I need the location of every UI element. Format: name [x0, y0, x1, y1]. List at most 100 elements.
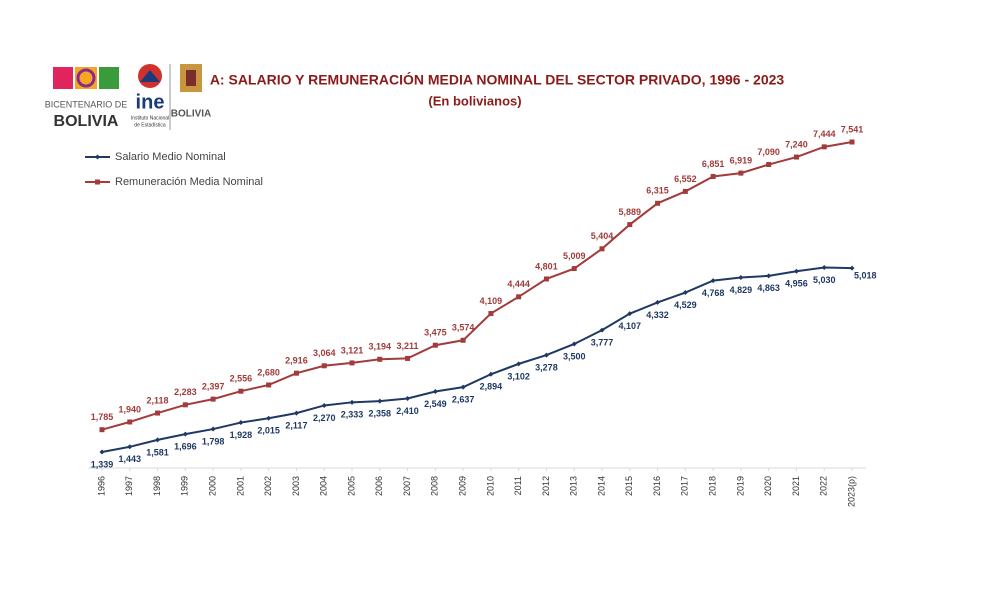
- marker: [293, 410, 299, 416]
- marker: [682, 290, 688, 296]
- marker: [627, 222, 633, 228]
- marker: [377, 398, 383, 404]
- marker: [127, 419, 133, 425]
- logo-text: BOLIVIA: [171, 109, 212, 120]
- data-label: 3,102: [507, 371, 530, 381]
- marker: [655, 299, 661, 305]
- marker: [266, 415, 272, 421]
- data-label: 2,916: [285, 356, 308, 366]
- data-label: 2,015: [257, 426, 280, 436]
- data-label: 3,278: [535, 362, 558, 372]
- data-label: 4,444: [507, 279, 530, 289]
- series-line: [101, 141, 853, 431]
- x-tick-label: 2018: [707, 476, 717, 496]
- data-label: 4,109: [480, 296, 503, 306]
- data-label: 7,090: [757, 147, 780, 157]
- marker: [571, 341, 577, 347]
- data-label: 2,397: [202, 381, 225, 391]
- marker: [155, 437, 161, 443]
- logo-text: BOLIVIA: [54, 113, 119, 130]
- marker: [766, 273, 772, 279]
- data-label: 4,107: [619, 321, 642, 331]
- marker: [599, 327, 605, 333]
- data-label: 7,541: [841, 124, 864, 134]
- marker: [821, 144, 827, 150]
- x-tick-label: 1999: [180, 476, 190, 496]
- data-label: 4,801: [535, 261, 558, 271]
- marker: [377, 356, 383, 362]
- logo-text: ine: [136, 91, 165, 113]
- data-label: 6,552: [674, 174, 697, 184]
- x-tick-label: 1996: [96, 476, 106, 496]
- marker: [543, 352, 549, 358]
- marker: [349, 399, 355, 405]
- marker: [293, 370, 299, 376]
- data-label: 2,358: [369, 408, 392, 418]
- x-tick-label: 2016: [652, 476, 662, 496]
- marker: [99, 427, 105, 433]
- data-label: 1,928: [230, 430, 253, 440]
- marker: [738, 170, 744, 176]
- data-label: 5,404: [591, 231, 614, 241]
- data-label: 1,339: [91, 459, 114, 469]
- marker: [238, 420, 244, 426]
- marker: [599, 246, 605, 252]
- marker: [849, 139, 855, 145]
- data-label: 4,529: [674, 300, 697, 310]
- x-tick-label: 2019: [735, 476, 745, 496]
- data-label: 3,121: [341, 345, 364, 355]
- data-label: 3,500: [563, 351, 586, 361]
- legend-marker: [95, 154, 100, 160]
- marker: [766, 162, 772, 168]
- data-label: 6,919: [730, 155, 753, 165]
- logo-ine: ine Instituto Nacional de Estadística: [131, 64, 169, 128]
- x-tick-label: 2009: [457, 476, 467, 496]
- data-label: 4,829: [730, 285, 753, 295]
- chart-title: A: SALARIO Y REMUNERACIÓN MEDIA NOMINAL …: [210, 71, 785, 88]
- x-tick-label: 2000: [207, 476, 217, 496]
- data-label: 1,940: [119, 404, 142, 414]
- data-label: 2,549: [424, 399, 447, 409]
- data-label: 4,332: [646, 310, 669, 320]
- data-label: 5,889: [619, 207, 642, 217]
- data-label: 2,410: [396, 406, 419, 416]
- data-label: 3,194: [369, 342, 392, 352]
- data-label: 7,240: [785, 139, 808, 149]
- x-tick-label: 2013: [569, 476, 579, 496]
- data-label: 1,785: [91, 412, 114, 422]
- data-label: 3,777: [591, 338, 614, 348]
- marker: [460, 337, 466, 343]
- data-label: 1,798: [202, 436, 225, 446]
- x-tick-label: 2021: [791, 476, 801, 496]
- data-label: 2,894: [480, 382, 503, 392]
- x-tick-label: 2014: [596, 476, 606, 496]
- logo-emblem: [186, 70, 196, 86]
- data-label: 4,768: [702, 288, 725, 298]
- marker: [627, 311, 633, 317]
- data-label: 3,211: [397, 341, 419, 351]
- x-tick-label: 2008: [430, 476, 440, 496]
- marker: [738, 275, 744, 281]
- marker: [793, 268, 799, 274]
- data-label: 3,064: [313, 348, 336, 358]
- marker: [99, 449, 105, 455]
- data-label: 4,956: [785, 279, 808, 289]
- x-tick-label: 1998: [152, 476, 162, 496]
- marker: [655, 200, 661, 206]
- data-label: 3,475: [424, 328, 447, 338]
- marker: [432, 389, 438, 395]
- data-label: 1,696: [174, 442, 197, 452]
- data-label: 2,117: [285, 420, 307, 430]
- x-tick-label: 1997: [124, 476, 134, 496]
- x-tick-label: 2022: [819, 476, 829, 496]
- x-tick-label: 2003: [291, 476, 301, 496]
- marker: [682, 188, 688, 194]
- data-label: 3,574: [452, 323, 475, 333]
- marker: [405, 395, 411, 401]
- logo-text: BICENTENARIO DE: [45, 99, 128, 109]
- x-tick-label: 2017: [680, 476, 690, 496]
- marker: [210, 426, 216, 432]
- chart-subtitle: (En bolivianos): [428, 93, 521, 108]
- data-label: 2,556: [230, 374, 253, 384]
- x-tick-label: 2020: [763, 476, 773, 496]
